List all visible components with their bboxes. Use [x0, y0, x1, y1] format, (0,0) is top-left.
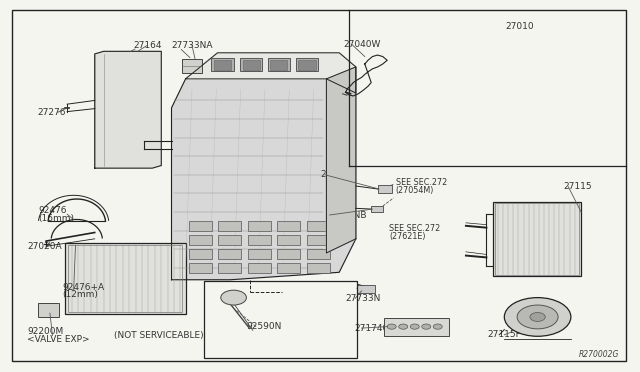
Polygon shape — [95, 51, 161, 168]
Polygon shape — [186, 53, 356, 93]
Bar — [277, 221, 300, 231]
Bar — [493, 202, 581, 276]
Polygon shape — [326, 67, 356, 253]
Text: 27115: 27115 — [563, 182, 592, 191]
Polygon shape — [172, 53, 356, 280]
Bar — [378, 185, 392, 193]
Text: 92200M: 92200M — [27, 327, 63, 336]
Bar — [214, 60, 231, 70]
Bar — [298, 60, 316, 70]
Text: 27040W: 27040W — [344, 40, 381, 49]
Text: 27733NA: 27733NA — [172, 41, 213, 50]
Text: 27020A: 27020A — [27, 242, 61, 251]
Circle shape — [433, 324, 442, 329]
Text: 27733N: 27733N — [346, 294, 381, 303]
Text: (16mm): (16mm) — [38, 214, 74, 223]
Text: SEE SEC.272: SEE SEC.272 — [396, 178, 447, 187]
Bar — [189, 249, 212, 259]
Bar — [38, 303, 59, 317]
Bar — [296, 58, 318, 71]
Circle shape — [387, 324, 396, 329]
Circle shape — [530, 312, 545, 321]
Bar — [307, 235, 330, 245]
Text: 271740: 271740 — [354, 324, 388, 333]
Bar — [495, 203, 579, 275]
Circle shape — [410, 324, 419, 329]
Bar — [243, 60, 260, 70]
Text: 92476+A: 92476+A — [63, 283, 105, 292]
Bar — [307, 221, 330, 231]
Bar — [189, 221, 212, 231]
Bar — [248, 221, 271, 231]
Text: 92476: 92476 — [38, 206, 67, 215]
Bar — [189, 235, 212, 245]
Bar — [65, 243, 186, 314]
Bar — [357, 285, 375, 293]
Bar — [68, 245, 182, 312]
Circle shape — [221, 290, 246, 305]
Text: (27054M): (27054M) — [396, 186, 434, 195]
Bar — [277, 235, 300, 245]
Circle shape — [504, 298, 571, 336]
Text: R270002G: R270002G — [579, 350, 620, 359]
Circle shape — [399, 324, 408, 329]
Text: <VALVE EXP>: <VALVE EXP> — [27, 335, 90, 344]
Text: 27733NB: 27733NB — [325, 211, 367, 219]
Bar — [218, 263, 241, 273]
Circle shape — [422, 324, 431, 329]
Text: 92590N: 92590N — [246, 322, 282, 331]
Text: (27621E): (27621E) — [389, 232, 426, 241]
Bar — [248, 249, 271, 259]
Text: SEE SEC.272: SEE SEC.272 — [389, 224, 440, 233]
Bar — [268, 58, 290, 71]
Bar — [218, 249, 241, 259]
Bar — [204, 281, 357, 358]
Bar — [182, 59, 202, 73]
Bar — [248, 235, 271, 245]
Bar — [307, 249, 330, 259]
Bar — [277, 263, 300, 273]
Circle shape — [517, 305, 558, 329]
Text: (NOT SERVICEABLE): (NOT SERVICEABLE) — [114, 331, 204, 340]
Text: 27726X: 27726X — [320, 170, 355, 179]
Bar — [218, 221, 241, 231]
Bar — [277, 249, 300, 259]
Bar — [270, 60, 287, 70]
Text: (12mm): (12mm) — [63, 290, 99, 299]
Text: 27164: 27164 — [133, 41, 162, 50]
Text: 27115F: 27115F — [488, 330, 522, 339]
Text: 27276: 27276 — [37, 108, 66, 117]
Bar — [189, 263, 212, 273]
Bar — [218, 235, 241, 245]
Text: 27010: 27010 — [506, 22, 534, 31]
Bar — [307, 263, 330, 273]
Bar — [371, 206, 383, 212]
Bar — [240, 58, 262, 71]
Bar — [248, 263, 271, 273]
Bar — [211, 58, 234, 71]
Bar — [384, 318, 449, 336]
